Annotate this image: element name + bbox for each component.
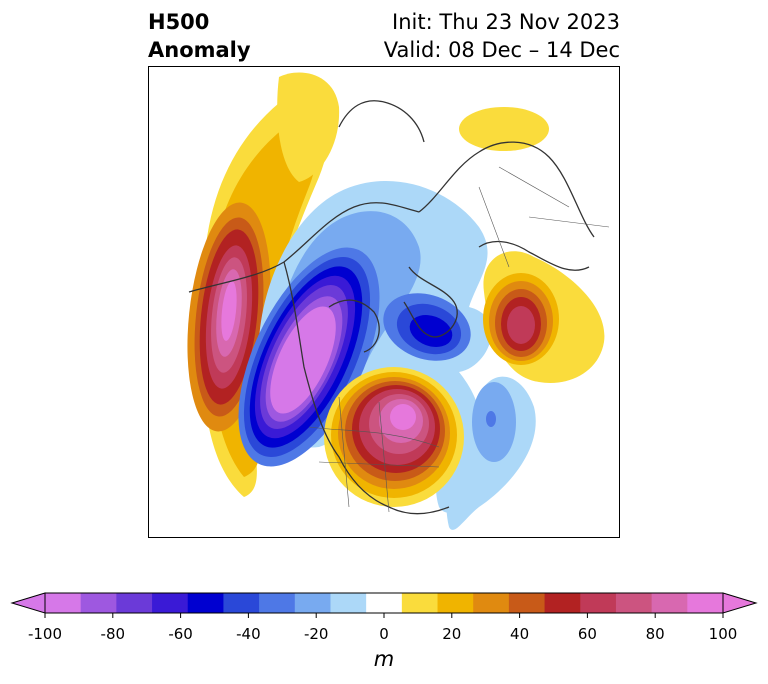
colorbar-extend-min [10,592,46,614]
colorbar-unit-label: m [373,647,395,671]
colorbar-tick-label: 0 [379,625,389,643]
colorbar-cell [687,593,724,613]
colorbar-tick-label: 60 [577,625,597,643]
colorbar-tick-label: 100 [708,625,738,643]
valid-range: Valid: 08 Dec – 14 Dec [383,38,620,62]
colorbar-tick-label: 40 [510,625,530,643]
europe-ridge [483,251,605,383]
colorbar-cell [401,593,439,613]
contour-100 [221,281,237,341]
plot-title-right: Init: Thu 23 Nov 2023 Valid: 08 Dec – 14… [384,8,620,64]
title-field: Anomaly [148,38,251,62]
colorbar-cell [508,593,546,613]
colorbar-tick-label: -80 [100,625,126,643]
colorbar-cell [152,593,189,613]
colorbar-tick-label: -40 [236,625,261,643]
pacific-ridge [187,80,332,497]
anomaly-map [187,72,610,530]
colorbar-cell [187,593,224,613]
colorbar-cell [294,593,331,613]
siberia-ridge [459,107,549,151]
atlantic-low [446,376,536,530]
map-panel [148,66,620,538]
plot-title-left: H500 Anomaly [148,8,251,64]
colorbar-extend-max [722,592,758,614]
eastern-ridge [324,367,464,507]
western-trough [238,247,380,467]
colorbar-cell [330,593,367,613]
colorbar-cell [437,593,474,613]
colorbar-cell [116,593,153,613]
colorbar-tick-label: -100 [27,625,63,643]
colorbar-cell [223,593,260,613]
colorbar-cell [651,593,688,613]
init-time: Init: Thu 23 Nov 2023 [392,10,620,34]
title-variable: H500 [148,10,210,34]
colorbar-cell [80,593,117,613]
arctic-ridge [277,72,340,182]
colorbar-tick-label: 80 [645,625,665,643]
colorbar-cell [580,593,617,613]
colorbar-tick-label: -20 [303,625,329,643]
coastlines [188,100,595,515]
colorbar-cell [45,593,82,613]
colorbar-graphic [10,592,758,618]
colorbar-cell [366,593,403,613]
borders [308,166,610,513]
colorbar-tick-label: -60 [168,625,193,643]
colorbar-cell [544,593,581,613]
colorbar: -100 -80 -60 -40 -20 0 20 40 60 80 100 m [0,585,768,684]
colorbar-tick-label: 20 [442,625,462,643]
colorbar-cell [615,593,653,613]
colorbar-cell [259,593,296,613]
colorbar-cell [473,593,510,613]
